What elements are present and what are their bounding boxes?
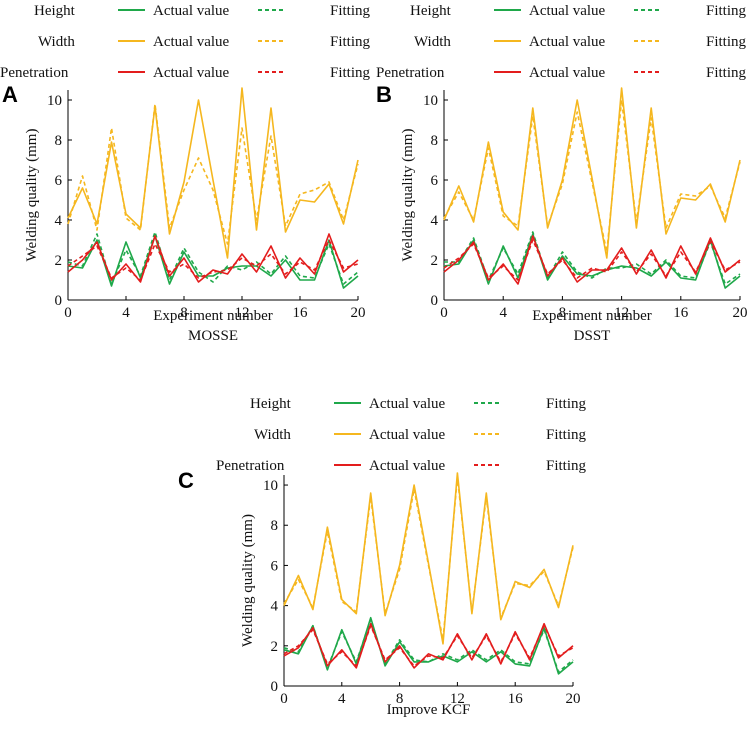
- x-tick-label: 0: [440, 305, 448, 321]
- legend-fit-label-width: Fitting: [546, 427, 587, 443]
- x-tick-label: 12: [450, 691, 465, 707]
- legend: Height Actual value Fitting Width Actual val…: [376, 3, 747, 81]
- y-tick-label: 2: [55, 253, 63, 269]
- y-tick-label: 10: [423, 93, 438, 109]
- legend-actual-label-height: Actual value: [153, 3, 230, 19]
- legend-actual-label-width: Actual value: [529, 34, 606, 50]
- y-tick-label: 6: [431, 173, 439, 189]
- legend-label-height: Height: [250, 396, 292, 412]
- series-line-width-actual: [443, 87, 741, 259]
- chart-panel-a: Height Actual value Fitting Width Actual val…: [0, 3, 371, 344]
- x-tick-label: 20: [733, 305, 748, 321]
- series-line-penetration-fitting: [443, 239, 741, 281]
- legend-label-width: Width: [414, 34, 451, 50]
- x-tick-label: 0: [64, 305, 72, 321]
- legend-fit-label-height: Fitting: [330, 3, 371, 19]
- x-tick-label: 16: [673, 305, 689, 321]
- panel-label: B: [376, 82, 392, 107]
- legend-label-height: Height: [34, 3, 76, 19]
- y-axis-label: Welding quality (mm): [400, 129, 416, 262]
- x-tick-label: 4: [499, 305, 507, 321]
- series-line-penetration-actual: [67, 233, 359, 283]
- series-line-height-fitting: [283, 618, 574, 673]
- legend-actual-label-penetration: Actual value: [153, 65, 230, 81]
- series-line-penetration-fitting: [283, 624, 574, 667]
- y-tick-label: 0: [271, 679, 279, 695]
- y-tick-label: 10: [263, 478, 278, 494]
- legend: Height Actual value Fitting Width Actual val…: [216, 396, 587, 474]
- legend: Height Actual value Fitting Width Actual val…: [0, 3, 371, 81]
- legend-label-penetration: Penetration: [376, 65, 445, 81]
- x-axis-label: Experiment number: [153, 308, 273, 324]
- y-tick-label: 6: [271, 558, 279, 574]
- chart-title: Improve KCF: [387, 702, 471, 718]
- series-line-width-fitting: [67, 103, 359, 245]
- y-tick-label: 10: [47, 93, 62, 109]
- chart-title: MOSSE: [188, 328, 238, 344]
- y-tick-label: 6: [55, 173, 63, 189]
- y-tick-label: 0: [431, 293, 439, 309]
- x-tick-label: 12: [614, 305, 629, 321]
- x-tick-label: 0: [280, 691, 288, 707]
- x-tick-label: 8: [396, 691, 404, 707]
- y-tick-label: 2: [431, 253, 439, 269]
- y-axis-label: Welding quality (mm): [24, 129, 40, 262]
- x-tick-label: 4: [122, 305, 130, 321]
- series-line-width-actual: [67, 87, 359, 259]
- y-tick-label: 8: [271, 518, 279, 534]
- series-line-penetration-fitting: [67, 239, 359, 281]
- legend-label-penetration: Penetration: [216, 458, 285, 474]
- series-line-width-actual: [283, 472, 574, 645]
- chart-panel-b: Height Actual value Fitting Width Actual val…: [376, 3, 748, 344]
- x-tick-label: 4: [338, 691, 346, 707]
- series-line-height-actual: [443, 233, 741, 289]
- panel-label: C: [178, 468, 194, 493]
- series-line-width-fitting: [283, 476, 574, 641]
- legend-actual-label-width: Actual value: [153, 34, 230, 50]
- x-axis-label: Experiment number: [532, 308, 652, 324]
- y-tick-label: 0: [55, 293, 63, 309]
- x-tick-label: 8: [180, 305, 188, 321]
- y-tick-label: 4: [271, 599, 279, 615]
- chart-title: DSST: [574, 328, 611, 344]
- y-tick-label: 2: [271, 639, 279, 655]
- x-tick-label: 16: [293, 305, 309, 321]
- x-tick-label: 12: [235, 305, 250, 321]
- legend-label-width: Width: [254, 427, 291, 443]
- legend-label-height: Height: [410, 3, 452, 19]
- x-tick-label: 20: [566, 691, 581, 707]
- legend-fit-label-penetration: Fitting: [546, 458, 587, 474]
- legend-actual-label-height: Actual value: [369, 396, 446, 412]
- legend-fit-label-width: Fitting: [330, 34, 371, 50]
- x-tick-label: 16: [508, 691, 524, 707]
- legend-actual-label-penetration: Actual value: [369, 458, 446, 474]
- legend-fit-label-height: Fitting: [546, 396, 587, 412]
- y-tick-label: 8: [55, 133, 63, 149]
- y-tick-label: 4: [55, 213, 63, 229]
- legend-actual-label-height: Actual value: [529, 3, 606, 19]
- legend-fit-label-penetration: Fitting: [330, 65, 371, 81]
- y-tick-label: 8: [431, 133, 439, 149]
- y-axis-label: Welding quality (mm): [240, 514, 256, 647]
- x-tick-label: 8: [559, 305, 567, 321]
- series-line-height-fitting: [67, 231, 359, 285]
- x-tick-label: 20: [351, 305, 366, 321]
- legend-actual-label-width: Actual value: [369, 427, 446, 443]
- legend-label-penetration: Penetration: [0, 65, 69, 81]
- legend-actual-label-penetration: Actual value: [529, 65, 606, 81]
- chart-panel-c: Height Actual value Fitting Width Actual val…: [178, 396, 587, 718]
- legend-fit-label-height: Fitting: [706, 3, 747, 19]
- legend-fit-label-penetration: Fitting: [706, 65, 747, 81]
- legend-label-width: Width: [38, 34, 75, 50]
- y-tick-label: 4: [431, 213, 439, 229]
- legend-fit-label-width: Fitting: [706, 34, 747, 50]
- panel-label: A: [2, 82, 18, 107]
- series-line-height-fitting: [444, 231, 741, 285]
